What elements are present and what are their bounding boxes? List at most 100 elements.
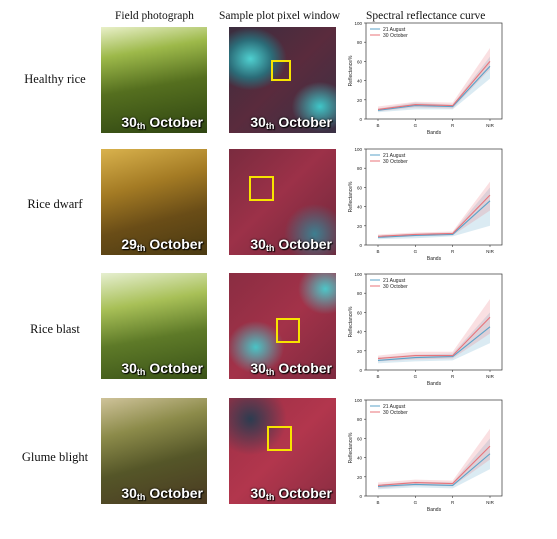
y-tick-label: 0: [359, 243, 362, 248]
x-tick-label: B: [376, 374, 379, 379]
y-tick-label: 80: [357, 166, 363, 171]
legend-label: 30 October: [383, 33, 408, 39]
x-axis-label: Bands: [427, 507, 442, 513]
x-tick-label: R: [451, 374, 455, 379]
legend-label: 21 August: [383, 27, 406, 33]
field-photo-rice-dwarf: 29th October: [101, 149, 207, 255]
x-tick-label: R: [451, 500, 455, 505]
spectral-chart-glume-blight: 0 20 40 60 80 100 B G R NIR Bands Reflectance% 21 Au…: [340, 396, 510, 514]
legend-label: 21 August: [383, 404, 406, 410]
row-label-glume-blight: Glume blight: [21, 450, 89, 464]
field-photo-rice-blast: 30th October: [101, 273, 207, 379]
header-sample-plot-pixel-window: Sample plot pixel window: [219, 10, 341, 22]
confidence-band: [378, 438, 490, 490]
series-line: [377, 194, 491, 237]
plot-frame: [365, 399, 503, 497]
satellite-date-caption: 30th October: [250, 485, 332, 502]
series-line: [377, 61, 491, 110]
y-tick-label: 80: [357, 417, 363, 422]
legend-label: 30 October: [383, 159, 408, 165]
y-tick-label: 60: [357, 185, 363, 190]
legend-label: 21 August: [383, 153, 406, 159]
plot-frame: [365, 22, 503, 120]
y-axis-label: Reflectance%: [348, 432, 354, 463]
y-tick-label: 80: [357, 291, 363, 296]
x-tick-label: R: [451, 123, 455, 128]
spectral-chart-healthy-rice: 0 20 40 60 80 100 B G R NIR Bands Reflectance% 21 Au…: [340, 19, 510, 137]
photo-date-caption: 30th October: [121, 360, 203, 377]
x-axis-label: Bands: [427, 381, 442, 387]
y-tick-label: 100: [354, 272, 362, 277]
y-tick-label: 20: [357, 475, 363, 480]
field-photo-glume-blight: 30th October: [101, 398, 207, 504]
x-tick-label: G: [414, 374, 418, 379]
y-tick-label: 60: [357, 310, 363, 315]
y-axis-label: Reflectance%: [348, 181, 354, 212]
series-line: [377, 200, 491, 238]
field-photo-healthy-rice: 30th October: [101, 27, 207, 133]
sample-plot-window: [249, 176, 274, 201]
plot-frame: [365, 148, 503, 246]
x-tick-label: B: [376, 249, 379, 254]
x-axis-label: Bands: [427, 256, 442, 262]
header-spectral-reflectance-curve: Spectral reflectance curve: [366, 10, 486, 22]
satellite-date-caption: 30th October: [250, 114, 332, 131]
photo-date-caption: 30th October: [121, 485, 203, 502]
satellite-date-caption: 30th October: [250, 236, 332, 253]
row-label-rice-blast: Rice blast: [30, 322, 80, 336]
y-tick-label: 40: [357, 79, 363, 84]
legend-label: 30 October: [383, 410, 408, 416]
satellite-window-rice-blast: 30th October: [229, 273, 336, 379]
y-tick-label: 20: [357, 98, 363, 103]
sample-plot-window: [267, 426, 292, 451]
series-line: [377, 445, 491, 486]
x-tick-label: R: [451, 249, 455, 254]
y-tick-label: 100: [354, 21, 362, 26]
chart-svg: 0 20 40 60 80 100 B G R NIR Bands Reflectance% 21 Au…: [348, 398, 503, 513]
row-label-rice-dwarf: Rice dwarf: [27, 197, 83, 211]
x-tick-label: B: [376, 123, 379, 128]
confidence-band: [378, 298, 490, 362]
x-tick-label: NIR: [486, 374, 495, 379]
chart-svg: 0 20 40 60 80 100 B G R NIR Bands Reflectance% 21 Au…: [348, 21, 503, 136]
x-tick-label: G: [414, 123, 418, 128]
y-tick-label: 40: [357, 330, 363, 335]
y-tick-label: 20: [357, 224, 363, 229]
y-axis-label: Reflectance%: [348, 306, 354, 337]
confidence-band: [378, 47, 490, 112]
y-tick-label: 80: [357, 40, 363, 45]
y-tick-label: 0: [359, 117, 362, 122]
confidence-band: [378, 312, 490, 364]
x-tick-label: G: [414, 249, 418, 254]
y-tick-label: 40: [357, 205, 363, 210]
y-axis-label: Reflectance%: [348, 55, 354, 86]
confidence-band: [378, 56, 490, 113]
y-tick-label: 60: [357, 436, 363, 441]
x-tick-label: B: [376, 500, 379, 505]
x-tick-label: NIR: [486, 500, 495, 505]
satellite-window-glume-blight: 30th October: [229, 398, 336, 504]
series-line: [377, 316, 491, 360]
y-tick-label: 0: [359, 368, 362, 373]
photo-date-caption: 29th October: [121, 236, 203, 253]
spectral-chart-rice-blast: 0 20 40 60 80 100 B G R NIR Bands Reflectance% 21 Au…: [340, 270, 510, 388]
y-tick-label: 0: [359, 494, 362, 499]
header-field-photograph: Field photograph: [115, 10, 194, 22]
satellite-window-healthy-rice: 30th October: [229, 27, 336, 133]
x-tick-label: NIR: [486, 249, 495, 254]
y-tick-label: 60: [357, 59, 363, 64]
spectral-chart-rice-dwarf: 0 20 40 60 80 100 B G R NIR Bands Reflectance% 21 Au…: [340, 145, 510, 263]
satellite-date-caption: 30th October: [250, 360, 332, 377]
series-line: [377, 65, 491, 111]
row-label-healthy-rice: Healthy rice: [24, 72, 86, 86]
y-tick-label: 100: [354, 398, 362, 403]
series-line: [377, 453, 491, 487]
x-axis-label: Bands: [427, 130, 442, 136]
series-line: [377, 326, 491, 361]
plot-frame: [365, 273, 503, 371]
confidence-band: [378, 428, 490, 489]
x-tick-label: NIR: [486, 123, 495, 128]
sample-plot-window: [276, 318, 300, 343]
y-tick-label: 100: [354, 147, 362, 152]
chart-svg: 0 20 40 60 80 100 B G R NIR Bands Reflectance% 21 Au…: [348, 272, 503, 387]
